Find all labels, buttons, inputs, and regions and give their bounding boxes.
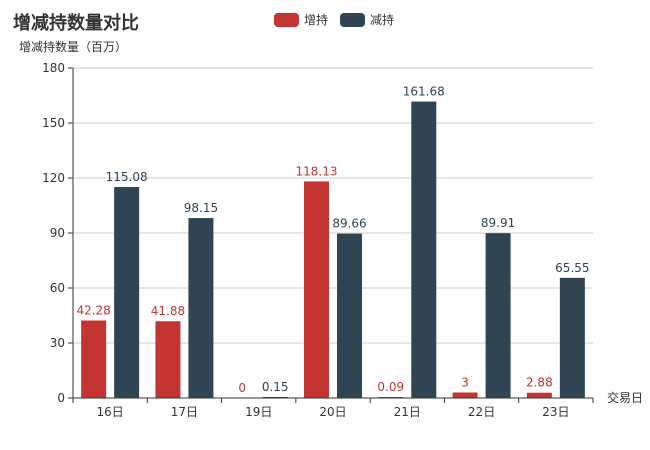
data-label-decrease: 161.68 xyxy=(403,85,445,99)
y-tick-label: 150 xyxy=(42,116,65,130)
data-label-decrease: 89.91 xyxy=(481,216,515,230)
bar-increase xyxy=(452,392,478,398)
legend-item-decrease[interactable]: 减持 xyxy=(340,11,394,28)
bar-decrease xyxy=(485,233,511,398)
x-axis-title: 交易日 xyxy=(607,390,643,405)
y-tick-label: 0 xyxy=(57,391,65,405)
legend: 增持 减持 xyxy=(274,11,406,28)
bar-decrease xyxy=(411,101,437,398)
data-label-increase: 118.13 xyxy=(296,164,338,178)
x-tick-label: 22日 xyxy=(468,405,495,419)
data-label-decrease: 115.08 xyxy=(106,170,148,184)
bar-decrease xyxy=(337,233,362,398)
y-tick-label: 120 xyxy=(42,171,65,185)
legend-label-increase: 增持 xyxy=(304,13,329,27)
bar-decrease xyxy=(559,277,585,398)
bars-layer xyxy=(81,101,585,398)
data-label-decrease: 0.15 xyxy=(262,380,289,394)
x-tick-label: 17日 xyxy=(171,405,198,419)
x-tick-label: 20日 xyxy=(319,405,346,419)
legend-item-increase[interactable]: 增持 xyxy=(274,11,328,28)
bar-increase xyxy=(304,181,329,398)
x-tick-label: 21日 xyxy=(394,405,421,419)
x-tick-label: 16日 xyxy=(97,405,124,419)
labels-layer: 42.28 41.88 0 118.13 0.09 3 2.88 115.08 98.15 0.1… xyxy=(76,85,589,395)
y-tick-label: 180 xyxy=(42,61,65,75)
x-tick-label: 23日 xyxy=(542,405,569,419)
data-label-increase: 0.09 xyxy=(377,380,404,394)
y-axis-title: 增减持数量（百万） xyxy=(19,39,127,54)
data-label-increase: 0 xyxy=(238,381,246,395)
data-label-decrease: 98.15 xyxy=(184,201,218,215)
data-label-increase: 2.88 xyxy=(526,376,553,390)
data-label-decrease: 89.66 xyxy=(332,217,366,231)
y-tick-label: 30 xyxy=(50,336,65,350)
bar-increase xyxy=(526,392,552,398)
y-tick-label: 60 xyxy=(50,281,65,295)
data-label-increase: 41.88 xyxy=(151,304,185,318)
data-label-increase: 3 xyxy=(461,376,469,390)
legend-swatch-increase xyxy=(274,12,299,27)
chart-title: 增减持数量对比 xyxy=(13,13,139,34)
y-tick-label: 90 xyxy=(50,226,65,240)
data-label-increase: 42.28 xyxy=(76,303,110,317)
bar-decrease xyxy=(188,218,214,398)
legend-swatch-decrease xyxy=(340,12,366,27)
x-tick-label: 19日 xyxy=(245,405,272,419)
grid-layer xyxy=(73,67,593,344)
data-label-decrease: 65.55 xyxy=(555,261,589,275)
bar-increase xyxy=(155,321,181,398)
bar-increase xyxy=(81,320,107,398)
legend-label-decrease: 减持 xyxy=(370,13,395,27)
bar-decrease xyxy=(114,187,140,398)
